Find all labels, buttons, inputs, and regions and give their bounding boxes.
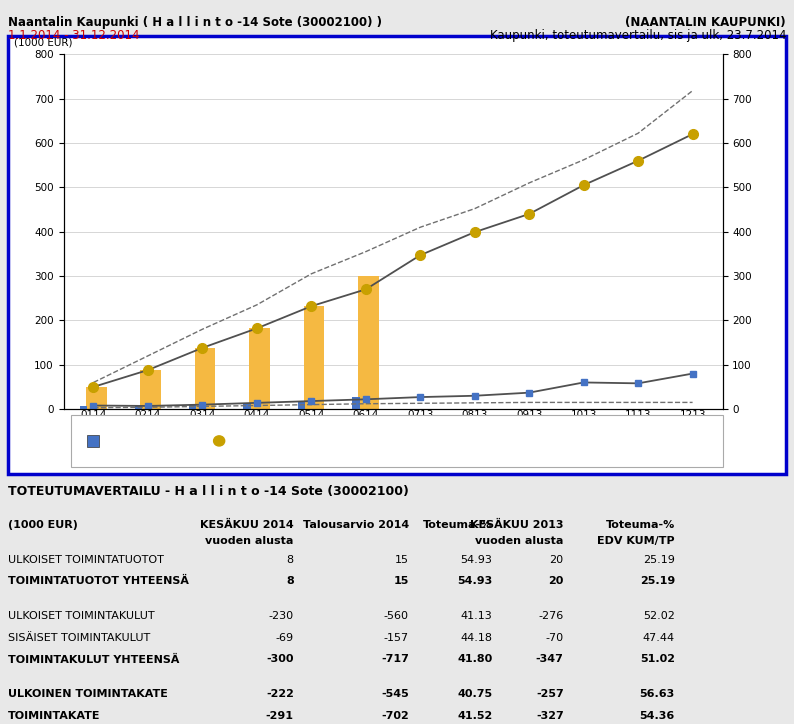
Bar [80,405,87,409]
Text: TOIMINTATUOTOT: TOIMINTATUOTOT [102,435,194,445]
Text: Toteuma-%: Toteuma-% [423,520,492,530]
Bar [134,406,142,409]
Bar [86,387,106,409]
Text: -717: -717 [381,654,409,665]
Bar [141,370,161,409]
Text: 20: 20 [549,555,564,565]
Bar [358,276,379,409]
Text: KESÄKUU 2013: KESÄKUU 2013 [470,520,564,530]
Text: EDV KUM/TP: EDV KUM/TP [597,536,675,546]
Text: 40.75: 40.75 [457,689,492,699]
Text: ULKOISET TOIMINTATUOTOT: ULKOISET TOIMINTATUOTOT [8,555,164,565]
Bar [249,329,270,409]
Text: -69: -69 [276,633,294,643]
Text: vuoden alusta: vuoden alusta [206,536,294,546]
Text: (1000 EUR): (1000 EUR) [14,37,72,47]
Text: -157: -157 [384,633,409,643]
Text: -560: -560 [384,611,409,621]
Bar [353,397,360,409]
Text: 8: 8 [286,576,294,586]
Text: -327: -327 [536,711,564,721]
Text: TOIMINTAKATE: TOIMINTAKATE [8,711,100,721]
Bar [298,401,305,409]
Text: 41.52: 41.52 [457,711,492,721]
Text: 47.44: 47.44 [643,633,675,643]
Text: Kaupunki, toteutumavertailu, sis ja ulk, 23.7.2014: Kaupunki, toteutumavertailu, sis ja ulk,… [490,29,786,42]
Text: 41.13: 41.13 [461,611,492,621]
Text: 15: 15 [395,555,409,565]
Text: -702: -702 [381,711,409,721]
Text: 20: 20 [549,576,564,586]
Text: TOIMINTAKULUT YHTEENSÄ: TOIMINTAKULUT YHTEENSÄ [8,654,179,665]
Bar [244,403,251,409]
Text: -276: -276 [538,611,564,621]
Text: Toteuma-%: Toteuma-% [606,520,675,530]
Text: (NAANTALIN KAUPUNKI): (NAANTALIN KAUPUNKI) [626,16,786,29]
Bar [189,405,196,409]
Text: 52.02: 52.02 [643,611,675,621]
Text: -70: -70 [545,633,564,643]
Text: Naantalin Kaupunki ( H a l l i n t o -14 Sote (30002100) ): Naantalin Kaupunki ( H a l l i n t o -14… [8,16,382,29]
Text: 44.18: 44.18 [461,633,492,643]
Text: 25.19: 25.19 [643,555,675,565]
Text: 1.1.2014 - 31.12.2014: 1.1.2014 - 31.12.2014 [8,29,140,42]
Text: 25.19: 25.19 [640,576,675,586]
Text: TOTEUTUMAVERTAILU - H a l l i n t o -14 Sote (30002100): TOTEUTUMAVERTAILU - H a l l i n t o -14 … [8,485,409,498]
Text: 41.80: 41.80 [457,654,492,665]
Text: © TALGRAF: © TALGRAF [662,451,719,461]
Text: ULKOISET TOIMINTAKULUT: ULKOISET TOIMINTAKULUT [8,611,155,621]
Text: -291: -291 [266,711,294,721]
Text: -257: -257 [536,689,564,699]
Text: (1000 EUR): (1000 EUR) [8,520,78,530]
Text: -545: -545 [381,689,409,699]
Text: -347: -347 [536,654,564,665]
Text: Talousarvio 2014: Talousarvio 2014 [303,520,409,530]
Text: -300: -300 [266,654,294,665]
Text: 15: 15 [394,576,409,586]
Text: Pylväs = kuluva tilikausi; viiva = edellinen vuosi; katkoviiva=Talousarvio: Pylväs = kuluva tilikausi; viiva = edell… [349,435,704,445]
Text: 54.36: 54.36 [640,711,675,721]
Text: 54.93: 54.93 [457,576,492,586]
Bar [195,348,215,409]
Text: KESÄKUU 2014: KESÄKUU 2014 [200,520,294,530]
Text: 54.93: 54.93 [461,555,492,565]
Text: TOIMINTATUOTOT YHTEENSÄ: TOIMINTATUOTOT YHTEENSÄ [8,576,189,586]
Text: 8: 8 [287,555,294,565]
Text: SISÄISET TOIMINTAKULUT: SISÄISET TOIMINTAKULUT [8,633,150,643]
Text: TOIMINTAKULUT: TOIMINTAKULUT [226,435,309,445]
Text: 51.02: 51.02 [640,654,675,665]
Text: -222: -222 [266,689,294,699]
Text: 56.63: 56.63 [640,689,675,699]
Text: ULKOINEN TOIMINTAKATE: ULKOINEN TOIMINTAKATE [8,689,168,699]
Text: -230: -230 [268,611,294,621]
Text: vuoden alusta: vuoden alusta [476,536,564,546]
Bar [304,306,325,409]
